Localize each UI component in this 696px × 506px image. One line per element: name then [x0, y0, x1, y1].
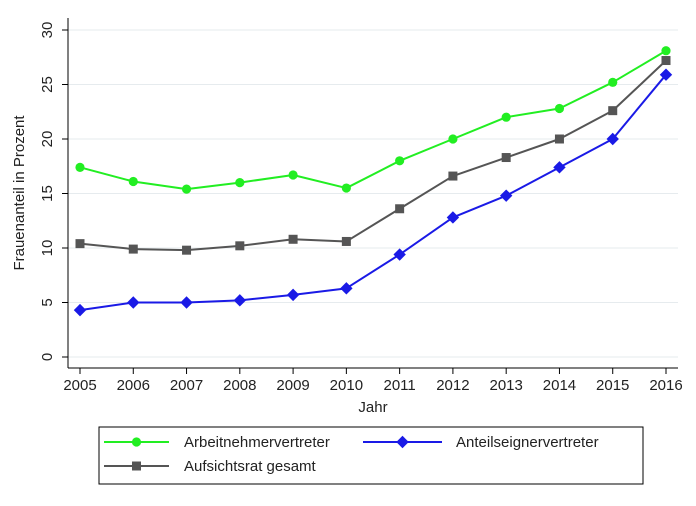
x-tick-label-2012: 2012	[436, 377, 469, 394]
data-point-0-2005	[75, 162, 85, 172]
y-tick-label-15: 15	[39, 185, 56, 202]
legend-item-2: Aufsichtsrat gesamt	[104, 458, 317, 475]
data-point-1-2005	[73, 303, 87, 317]
y-tick-label-20: 20	[39, 131, 56, 148]
data-point-2-2010	[341, 236, 351, 246]
legend-item-1: Anteilseignervertreter	[363, 434, 599, 451]
data-point-0-2006	[128, 176, 138, 187]
x-tick-label-2008: 2008	[223, 377, 256, 394]
series-line-0	[79, 49, 667, 191]
legend-item-0: Arbeitnehmervertreter	[104, 434, 330, 451]
data-point-1-2009	[286, 288, 300, 302]
series-line-1	[79, 74, 667, 312]
legend-label-0: Arbeitnehmervertreter	[184, 434, 330, 451]
data-point-2-2008	[235, 241, 245, 251]
series-1	[73, 68, 673, 317]
gridlines	[68, 29, 678, 358]
data-point-1-2014	[553, 161, 566, 174]
legend-box	[98, 426, 644, 485]
data-point-1-2010	[340, 282, 353, 295]
data-point-2-2016	[661, 56, 671, 66]
data-point-2-2005	[75, 239, 85, 249]
data-point-2-2015	[608, 106, 618, 116]
y-tick-label-30: 30	[39, 22, 56, 39]
legend: Arbeitnehmervertreter Anteilseignervertre…	[98, 426, 644, 485]
y-tick-label-10: 10	[39, 240, 56, 257]
x-tick-label-2005: 2005	[63, 377, 96, 394]
x-tick-label-2011: 2011	[384, 377, 416, 394]
data-point-1-2007	[180, 296, 193, 309]
legend-label-2: Aufsichtsrat gesamt	[184, 458, 317, 475]
axes: 0 5 10 15 20 25 30 2005 2006 2007 2008 2009 2010 2011…	[11, 18, 683, 416]
data-point-0-2016	[661, 46, 671, 56]
data-point-0-2007	[181, 184, 192, 194]
data-point-2-2014	[554, 134, 564, 144]
data-point-2-2013	[501, 153, 511, 163]
x-tick-label-2009: 2009	[276, 377, 309, 394]
series-2	[75, 56, 671, 255]
legend-marker-0	[131, 437, 142, 447]
data-point-1-2011	[393, 248, 406, 261]
x-tick-label-2013: 2013	[489, 377, 522, 394]
data-point-0-2015	[608, 77, 618, 87]
series-line-2	[79, 59, 667, 252]
data-point-1-2008	[233, 294, 247, 307]
data-point-0-2012	[448, 134, 458, 144]
y-tick-label-0: 0	[39, 353, 56, 361]
data-point-2-2012	[448, 171, 458, 181]
data-point-1-2016	[659, 68, 673, 81]
x-tick-label-2014: 2014	[543, 377, 576, 394]
x-tick-label-2015: 2015	[596, 377, 629, 394]
data-point-1-2012	[446, 211, 460, 224]
series-0	[75, 46, 671, 194]
legend-marker-2	[132, 461, 141, 471]
x-tick-label-2016: 2016	[649, 377, 682, 394]
data-point-2-2007	[182, 245, 192, 255]
data-point-0-2010	[341, 183, 351, 193]
data-point-0-2008	[235, 178, 245, 188]
data-point-0-2009	[288, 170, 298, 180]
data-point-1-2015	[606, 132, 619, 146]
data-point-0-2011	[395, 156, 405, 166]
data-point-1-2006	[127, 296, 140, 309]
x-axis-title: Jahr	[358, 399, 387, 416]
y-tick-label-5: 5	[39, 298, 56, 306]
data-point-0-2013	[501, 112, 511, 122]
data-point-2-2011	[395, 204, 405, 214]
legend-marker-1	[396, 435, 409, 449]
x-tick-label-2010: 2010	[330, 377, 363, 394]
x-tick-label-2007: 2007	[170, 377, 203, 394]
legend-label-1: Anteilseignervertreter	[456, 434, 599, 451]
data-point-0-2014	[554, 103, 565, 114]
series	[73, 46, 673, 317]
y-axis-title: Frauenanteil in Prozent	[11, 115, 28, 271]
data-point-2-2006	[128, 244, 138, 254]
y-tick-label-25: 25	[39, 76, 56, 93]
data-point-1-2013	[499, 189, 513, 202]
data-point-2-2009	[288, 234, 298, 244]
x-tick-label-2006: 2006	[117, 377, 150, 394]
